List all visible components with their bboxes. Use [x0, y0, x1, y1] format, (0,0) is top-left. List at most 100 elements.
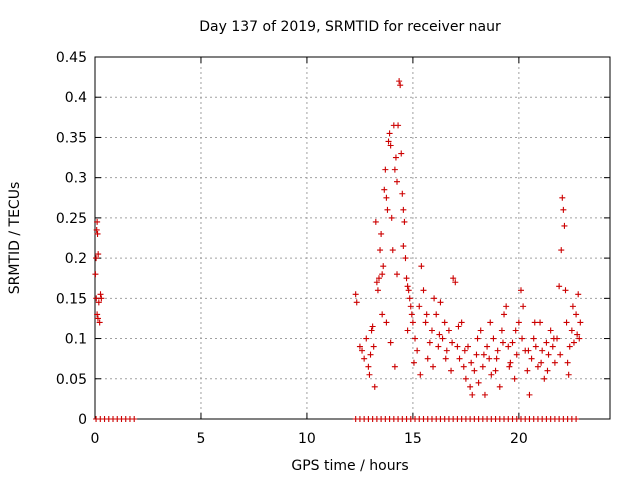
- data-point: [513, 351, 520, 358]
- data-point: [487, 319, 494, 326]
- data-point: [404, 283, 411, 290]
- data-point: [363, 335, 370, 342]
- y-axis-label: SRMTID / TECUs: [7, 182, 23, 295]
- data-point: [375, 275, 382, 282]
- data-point: [458, 319, 465, 326]
- data-point: [414, 347, 421, 354]
- data-point: [374, 287, 381, 294]
- data-point: [353, 299, 360, 306]
- y-tick-label: 0.35: [56, 130, 87, 146]
- data-point: [543, 339, 550, 346]
- data-point: [498, 327, 505, 334]
- data-point: [391, 363, 398, 370]
- data-point: [441, 319, 448, 326]
- data-point: [509, 339, 516, 346]
- data-point: [468, 359, 475, 366]
- data-point: [94, 218, 101, 225]
- data-point: [462, 375, 469, 382]
- data-point: [562, 287, 569, 294]
- data-point: [436, 331, 443, 338]
- data-point: [484, 343, 491, 350]
- y-tick-label: 0.3: [65, 171, 87, 187]
- data-point: [94, 311, 101, 318]
- data-point: [577, 319, 584, 326]
- data-point: [573, 311, 580, 318]
- data-point: [566, 343, 573, 350]
- data-point: [93, 226, 100, 233]
- data-point: [95, 299, 102, 306]
- data-point: [563, 319, 570, 326]
- data-point: [507, 359, 514, 366]
- data-point: [93, 295, 100, 302]
- data-point: [561, 222, 568, 229]
- plot-frame: [94, 56, 611, 420]
- data-point: [378, 230, 385, 237]
- x-tick-label: 15: [404, 431, 422, 447]
- data-point: [373, 279, 380, 286]
- data-point: [388, 214, 395, 221]
- data-point: [412, 335, 419, 342]
- data-point: [479, 363, 486, 370]
- data-point: [433, 311, 440, 318]
- data-point: [539, 347, 546, 354]
- data-point: [381, 186, 388, 193]
- data-point: [431, 295, 438, 302]
- data-point: [456, 355, 463, 362]
- data-point: [538, 359, 545, 366]
- data-point: [515, 319, 522, 326]
- data-point: [97, 291, 104, 298]
- data-point: [392, 154, 399, 161]
- data-point: [576, 335, 583, 342]
- data-point: [361, 355, 368, 362]
- data-point: [380, 263, 387, 270]
- data-point: [406, 295, 413, 302]
- data-point: [445, 327, 452, 334]
- data-point: [560, 206, 567, 213]
- data-point: [409, 319, 416, 326]
- data-point: [418, 263, 425, 270]
- data-point: [490, 335, 497, 342]
- data-point: [400, 243, 407, 250]
- data-point: [94, 315, 101, 322]
- data-point: [370, 343, 377, 350]
- data-point: [394, 271, 401, 278]
- data-point: [524, 367, 531, 374]
- data-point: [96, 319, 103, 326]
- data-point: [403, 275, 410, 282]
- data-point: [492, 367, 499, 374]
- data-point: [503, 303, 510, 310]
- data-point: [426, 339, 433, 346]
- data-point: [383, 194, 390, 201]
- data-point: [402, 255, 409, 262]
- data-point: [526, 391, 533, 398]
- data-point: [98, 295, 105, 302]
- data-point: [467, 383, 474, 390]
- data-point: [461, 347, 468, 354]
- data-point: [398, 150, 405, 157]
- data-point: [450, 275, 457, 282]
- data-point: [131, 416, 138, 422]
- data-point: [455, 323, 462, 330]
- data-point: [537, 319, 544, 326]
- data-point: [564, 359, 571, 366]
- data-point: [430, 363, 437, 370]
- data-point: [534, 363, 541, 370]
- data-point: [488, 371, 495, 378]
- data-point: [574, 331, 581, 338]
- grid-lines: [95, 57, 610, 419]
- data-point: [437, 299, 444, 306]
- data-point: [475, 379, 482, 386]
- x-tick-label: 5: [197, 431, 206, 447]
- data-point: [379, 311, 386, 318]
- data-point: [496, 383, 503, 390]
- data-point: [387, 339, 394, 346]
- data-point: [95, 251, 102, 258]
- data-point: [501, 311, 508, 318]
- data-point: [428, 327, 435, 334]
- data-point: [520, 303, 527, 310]
- data-point: [569, 303, 576, 310]
- data-point: [442, 355, 449, 362]
- data-point: [545, 351, 552, 358]
- data-point: [382, 166, 389, 173]
- data-point: [397, 82, 404, 89]
